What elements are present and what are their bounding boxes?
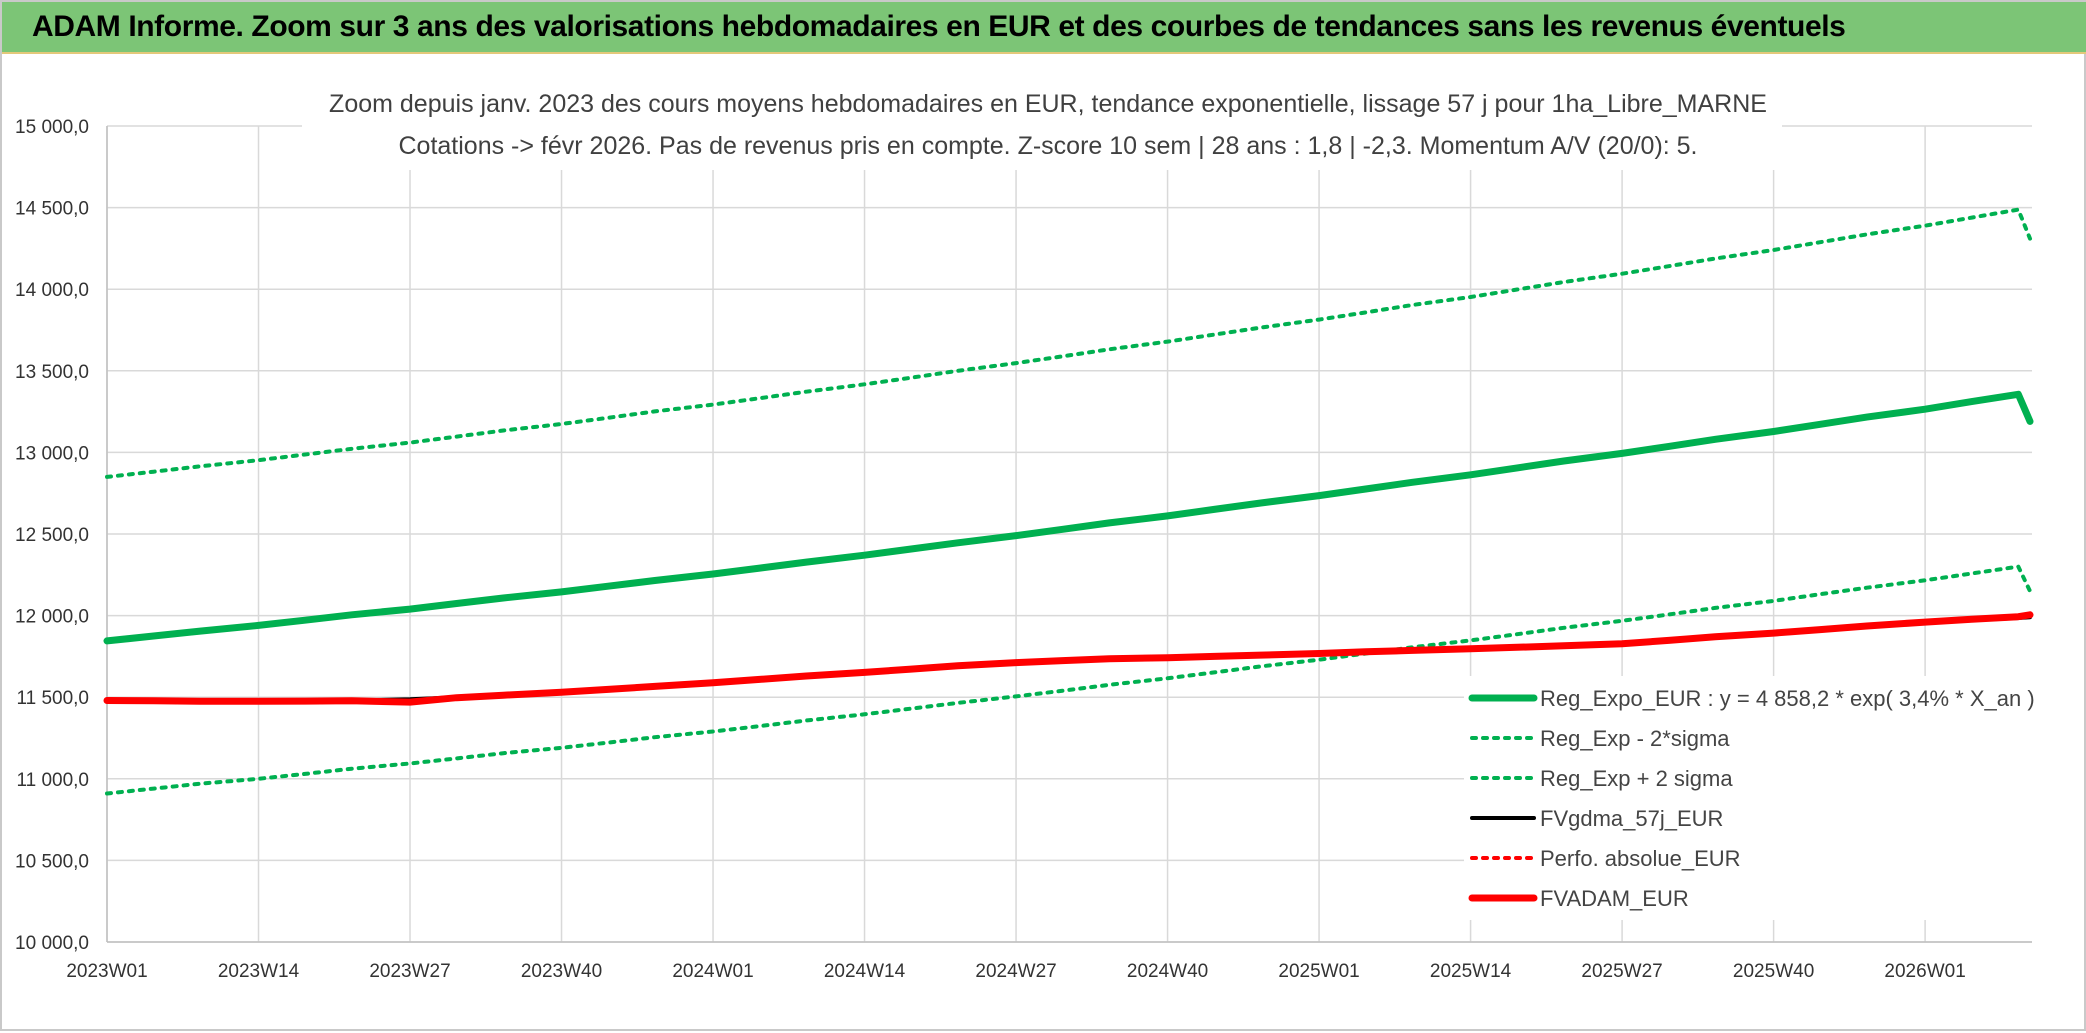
y-tick-label: 12 000,0 bbox=[15, 607, 89, 628]
legend-label: FVADAM_EUR bbox=[1540, 886, 1689, 911]
legend-label: Perfo. absolue_EUR bbox=[1540, 846, 1741, 871]
x-tick-label: 2024W01 bbox=[672, 961, 753, 982]
legend: Reg_Expo_EUR : y = 4 858,2 * exp( 3,4% *… bbox=[1464, 676, 2036, 920]
x-tick-label: 2023W40 bbox=[521, 961, 602, 982]
report-banner: ADAM Informe. Zoom sur 3 ans des valoris… bbox=[2, 2, 2086, 54]
title-background bbox=[302, 82, 1782, 170]
legend-label: Reg_Exp + 2 sigma bbox=[1540, 766, 1733, 791]
y-tick-label: 10 000,0 bbox=[15, 933, 89, 954]
x-tick-label: 2025W01 bbox=[1278, 961, 1359, 982]
axes: 10 000,0 10 500,0 11 000,0 11 500,0 12 000,0… bbox=[15, 117, 2032, 982]
legend-label: Reg_Exp - 2*sigma bbox=[1540, 726, 1730, 751]
series-line-reg-exp-2-sigma bbox=[105, 564, 2032, 796]
series-lines bbox=[103, 207, 2034, 796]
series-line-fvadam-eur bbox=[103, 611, 2034, 706]
x-tick-label: 2025W27 bbox=[1581, 961, 1662, 982]
y-tick-label: 13 000,0 bbox=[15, 443, 89, 464]
x-tick-label: 2023W01 bbox=[66, 961, 147, 982]
x-tick-label: 2024W14 bbox=[824, 961, 906, 982]
x-tick-label: 2025W40 bbox=[1733, 961, 1814, 982]
series-line-reg-exp-2-sigma bbox=[105, 207, 2032, 479]
y-tick-label: 13 500,0 bbox=[15, 362, 89, 383]
y-tick-label: 11 000,0 bbox=[16, 770, 89, 791]
legend-label: Reg_Expo_EUR : y = 4 858,2 * exp( 3,4% *… bbox=[1540, 686, 2035, 711]
x-tick-label: 2026W01 bbox=[1884, 961, 1965, 982]
x-tick-label: 2024W27 bbox=[975, 961, 1056, 982]
legend-background bbox=[1464, 676, 2036, 920]
y-tick-label: 14 000,0 bbox=[15, 280, 89, 301]
banner-title: ADAM Informe. Zoom sur 3 ans des valoris… bbox=[32, 10, 1846, 43]
y-tick-label: 11 500,0 bbox=[16, 688, 89, 709]
y-tick-label: 15 000,0 bbox=[15, 117, 89, 138]
x-tick-label: 2023W14 bbox=[218, 961, 300, 982]
y-tick-label: 14 500,0 bbox=[15, 199, 89, 220]
x-tick-label: 2023W27 bbox=[369, 961, 450, 982]
chart-title-block: Zoom depuis janv. 2023 des cours moyens … bbox=[302, 82, 1782, 170]
series-line-reg-expo-eur-y-4-858-2-exp-3-4 bbox=[103, 390, 2034, 645]
y-tick-label: 10 500,0 bbox=[15, 851, 89, 872]
x-tick-label: 2024W40 bbox=[1127, 961, 1208, 982]
y-tick-label: 12 500,0 bbox=[15, 525, 89, 546]
chart-subtitle: Cotations -> févr 2026. Pas de revenus p… bbox=[398, 132, 1697, 160]
chart-title: Zoom depuis janv. 2023 des cours moyens … bbox=[329, 90, 1767, 118]
x-tick-label: 2025W14 bbox=[1430, 961, 1512, 982]
legend-label: FVgdma_57j_EUR bbox=[1540, 806, 1723, 831]
